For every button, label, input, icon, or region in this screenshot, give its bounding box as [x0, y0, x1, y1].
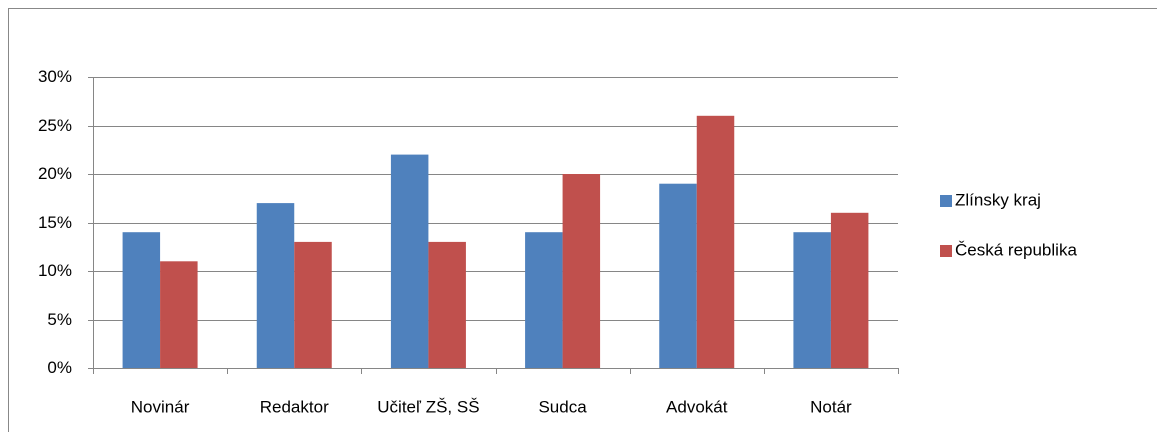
legend-swatch [940, 195, 952, 207]
y-tick-label: 0% [47, 358, 72, 377]
legend-label: Česká republika [955, 240, 1077, 259]
y-tick-label: 25% [38, 116, 72, 135]
bar [793, 232, 831, 368]
bar [830, 212, 869, 368]
bar [525, 232, 563, 368]
y-tick-label: 20% [38, 164, 72, 183]
y-tick-label: 5% [47, 310, 72, 329]
x-tick-label: Notár [810, 397, 852, 416]
x-tick-label: Učiteľ ZŠ, SŠ [377, 397, 479, 416]
bar [562, 174, 601, 368]
x-tick-label: Redaktor [260, 397, 329, 416]
bar [428, 241, 466, 368]
bar [659, 183, 697, 368]
x-tick-label: Sudca [538, 397, 587, 416]
bar [390, 154, 429, 368]
bar [256, 203, 295, 368]
legend-swatch [940, 245, 952, 257]
bar [294, 241, 332, 368]
legend-label: Zlínsky kraj [955, 190, 1041, 209]
y-tick-label: 15% [38, 213, 72, 232]
bar [160, 261, 198, 368]
bar [122, 232, 161, 368]
x-tick-label: Novinár [131, 397, 190, 416]
y-tick-label: 10% [38, 261, 72, 280]
y-tick-label: 30% [38, 67, 72, 86]
bar [696, 115, 735, 368]
x-tick-label: Advokát [666, 397, 728, 416]
